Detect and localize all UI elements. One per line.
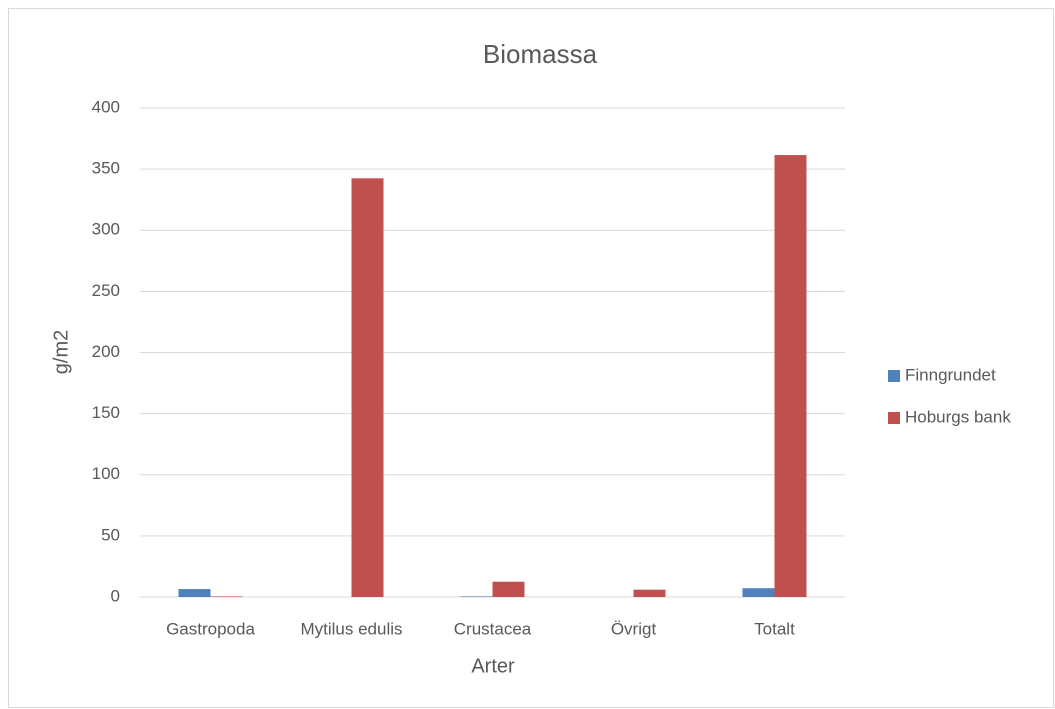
- bar: [210, 596, 243, 597]
- legend-swatch: [888, 412, 900, 424]
- legend-label: Finngrundet: [905, 365, 996, 384]
- bar: [351, 178, 384, 597]
- y-tick-label: 0: [111, 586, 120, 605]
- x-tick-label: Totalt: [754, 619, 795, 638]
- bar: [178, 589, 211, 597]
- y-tick-label: 350: [92, 159, 120, 178]
- chart-title: Biomassa: [483, 39, 598, 69]
- bar: [633, 589, 666, 597]
- y-tick-label: 100: [92, 464, 120, 483]
- x-tick-label: Övrigt: [611, 619, 657, 638]
- y-tick-label: 250: [92, 281, 120, 300]
- y-tick-label: 200: [92, 342, 120, 361]
- x-tick-label: Gastropoda: [166, 619, 255, 638]
- y-tick-label: 300: [92, 220, 120, 239]
- x-axis-label: Arter: [471, 655, 515, 677]
- bar: [460, 596, 493, 597]
- y-tick-label: 50: [101, 525, 120, 544]
- bar: [774, 155, 807, 597]
- legend-swatch: [888, 370, 900, 382]
- x-tick-label: Crustacea: [454, 619, 532, 638]
- bar: [492, 581, 525, 597]
- x-tick-label: Mytilus edulis: [300, 619, 402, 638]
- y-axis-label: g/m2: [50, 330, 72, 374]
- y-tick-label: 150: [92, 403, 120, 422]
- legend-label: Hoburgs bank: [905, 407, 1011, 426]
- y-tick-label: 400: [92, 97, 120, 116]
- bar: [742, 588, 775, 597]
- chart-border: [8, 8, 1054, 708]
